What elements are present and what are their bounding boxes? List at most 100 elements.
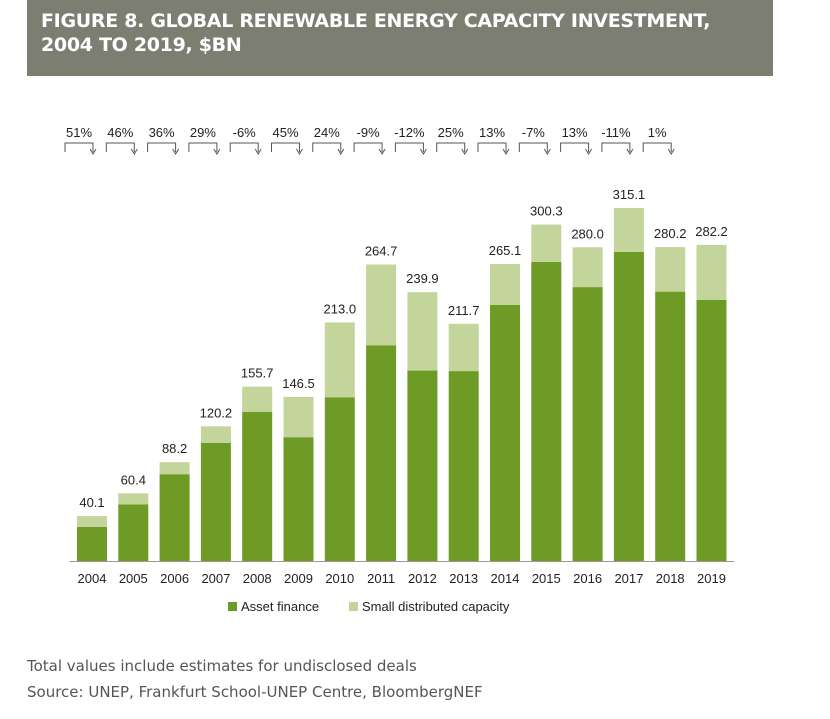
- total-labels: 40.1 60.4 88.2 120.2 155.7 146.5 213.0 264.7 239…: [79, 187, 727, 510]
- growth-arrow-2019: [667, 148, 675, 155]
- growth-bracket-2007: [147, 142, 177, 152]
- bar-small-distributed-2018: [655, 247, 686, 292]
- legend-asset-finance-swatch: [228, 602, 237, 611]
- growth-bracket-2014: [436, 142, 466, 152]
- total-label-2011: 264.7: [365, 244, 398, 259]
- total-label-2008: 155.7: [241, 366, 274, 381]
- growth-bracket-2019: [642, 142, 672, 152]
- growth-labels: 51% 46% 36% 29% -6% 45% 24% -9% -12% 25% 13% -7% 13%…: [64, 125, 675, 155]
- bar-small-distributed-2012: [407, 292, 438, 371]
- title-banner: FIGURE 8. GLOBAL RENEWABLE ENERGY CAPACI…: [27, 0, 773, 76]
- legend-small-distributed-capacity-swatch: [349, 602, 358, 611]
- x-tick-2018: 2018: [656, 571, 685, 586]
- growth-arrow-2016: [543, 148, 551, 155]
- x-tick-2009: 2009: [284, 571, 313, 586]
- total-label-2016: 280.0: [571, 226, 604, 241]
- bar-asset-finance-2019: [696, 300, 727, 561]
- x-tick-2011: 2011: [367, 571, 395, 586]
- bar-small-distributed-2014: [490, 264, 520, 305]
- total-label-2017: 315.1: [613, 187, 646, 202]
- footnote-estimates: Total values include estimates for undis…: [27, 657, 417, 675]
- growth-label-2008: 29%: [190, 125, 216, 140]
- bar-asset-finance-2011: [366, 345, 397, 561]
- x-tick-2014: 2014: [491, 571, 520, 586]
- bar-small-distributed-2011: [366, 264, 397, 346]
- growth-bracket-2013: [394, 142, 424, 152]
- bar-small-distributed-2004: [77, 516, 107, 527]
- total-label-2015: 300.3: [530, 204, 563, 219]
- x-tick-2019: 2019: [697, 571, 726, 586]
- bar-asset-finance-2013: [448, 371, 479, 561]
- bar-asset-finance-2018: [655, 291, 686, 561]
- chart-title: FIGURE 8. GLOBAL RENEWABLE ENERGY CAPACI…: [41, 10, 711, 56]
- growth-arrow-2013: [419, 148, 427, 155]
- growth-label-2016: -7%: [522, 125, 546, 140]
- growth-arrow-2017: [585, 148, 593, 155]
- growth-label-2019: 1%: [648, 125, 667, 140]
- growth-bracket-2009: [229, 142, 259, 152]
- growth-label-2017: 13%: [562, 125, 588, 140]
- growth-arrow-2008: [213, 148, 221, 155]
- total-label-2018: 280.2: [654, 226, 687, 241]
- bar-asset-finance-2008: [242, 412, 273, 561]
- growth-arrow-2012: [378, 148, 386, 155]
- bar-small-distributed-2005: [118, 493, 149, 505]
- total-label-2004: 40.1: [79, 495, 104, 510]
- growth-label-2015: 13%: [479, 125, 505, 140]
- growth-bracket-2008: [188, 142, 218, 152]
- x-tick-2010: 2010: [325, 571, 354, 586]
- total-label-2010: 213.0: [324, 301, 357, 316]
- growth-bracket-2018: [601, 142, 631, 152]
- legend-asset-finance-label: Asset finance: [241, 599, 319, 614]
- x-tick-2004: 2004: [78, 571, 107, 586]
- growth-arrow-2006: [130, 148, 138, 155]
- growth-bracket-2015: [477, 142, 507, 152]
- bar-small-distributed-2013: [448, 323, 479, 372]
- bar-asset-finance-2017: [613, 251, 644, 562]
- growth-bracket-2006: [105, 142, 135, 152]
- total-label-2019: 282.2: [695, 224, 728, 239]
- bar-asset-finance-2007: [200, 442, 231, 561]
- bars: [77, 208, 727, 562]
- footnote-source: Source: UNEP, Frankfurt School-UNEP Cent…: [27, 683, 483, 701]
- x-tick-2012: 2012: [408, 571, 437, 586]
- growth-label-2007: 36%: [149, 125, 175, 140]
- bar-small-distributed-2019: [696, 244, 727, 300]
- bar-small-distributed-2017: [613, 208, 644, 252]
- x-tick-2005: 2005: [119, 571, 148, 586]
- bar-asset-finance-2009: [283, 437, 314, 561]
- bar-small-distributed-2006: [159, 462, 190, 475]
- bar-asset-finance-2004: [77, 526, 107, 561]
- total-label-2005: 60.4: [121, 472, 146, 487]
- growth-arrow-2011: [337, 148, 345, 155]
- growth-bracket-2005: [64, 142, 94, 152]
- x-tick-2006: 2006: [160, 571, 189, 586]
- growth-label-2009: -6%: [233, 125, 257, 140]
- total-label-2006: 88.2: [162, 441, 187, 456]
- growth-arrow-2005: [89, 148, 97, 155]
- x-tick-2016: 2016: [573, 571, 602, 586]
- total-label-2009: 146.5: [282, 376, 315, 391]
- growth-bracket-2017: [560, 142, 590, 152]
- growth-arrow-2010: [296, 148, 303, 155]
- chart: 51% 46% 36% 29% -6% 45% 24% -9% -12% 25% 13% -7% 13%…: [64, 125, 735, 614]
- bar-asset-finance-2015: [531, 261, 562, 561]
- growth-bracket-2012: [353, 142, 383, 152]
- legend-small-distributed-capacity-label: Small distributed capacity: [362, 599, 510, 614]
- growth-label-2005: 51%: [66, 125, 92, 140]
- bar-asset-finance-2016: [572, 287, 603, 561]
- growth-bracket-2011: [312, 142, 342, 152]
- bar-small-distributed-2008: [242, 386, 273, 412]
- bar-asset-finance-2014: [490, 305, 520, 561]
- total-label-2012: 239.9: [406, 271, 439, 286]
- growth-bracket-2010: [271, 142, 300, 152]
- bar-small-distributed-2015: [531, 224, 562, 262]
- x-tick-labels: 2004 2005 2006 2007 2008 2009 2010 2011 2012 2013…: [78, 571, 726, 586]
- total-label-2014: 265.1: [489, 243, 522, 258]
- growth-label-2013: -12%: [394, 125, 425, 140]
- growth-label-2006: 46%: [107, 125, 133, 140]
- bar-small-distributed-2007: [200, 426, 231, 443]
- growth-label-2014: 25%: [438, 125, 464, 140]
- bar-asset-finance-2006: [159, 474, 190, 561]
- growth-bracket-2016: [518, 142, 548, 152]
